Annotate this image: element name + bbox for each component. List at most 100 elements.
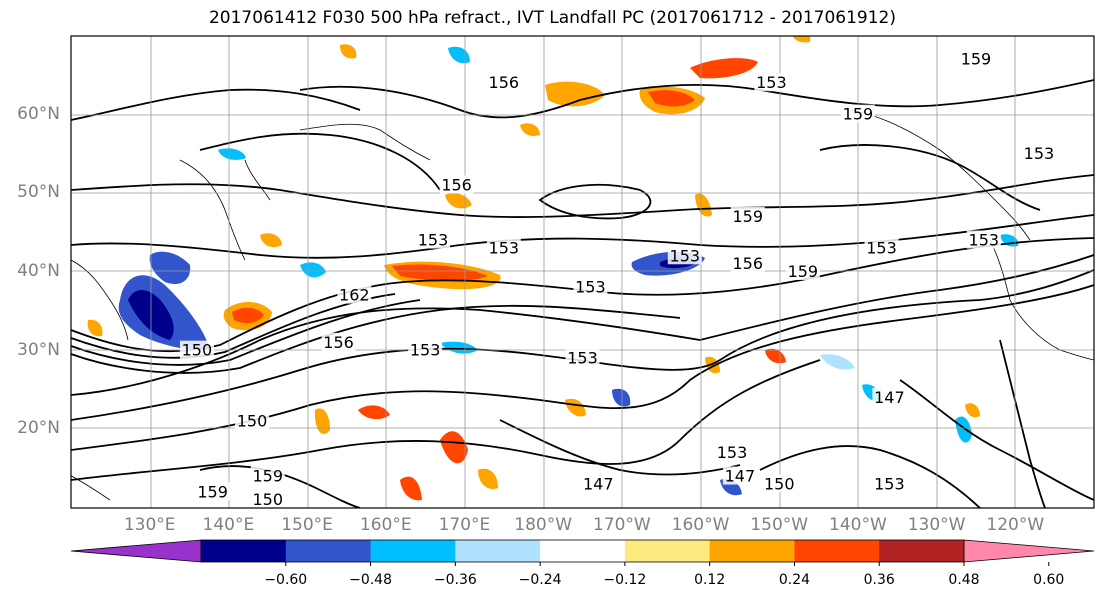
contour-label-bg bbox=[250, 490, 285, 508]
contour-label: 153 bbox=[874, 474, 905, 493]
contour-label-bg bbox=[565, 348, 600, 367]
contour-label: 153 bbox=[717, 443, 748, 462]
colorbar-extend-max bbox=[963, 539, 1095, 563]
negative-anomaly-patch bbox=[820, 354, 855, 370]
contour-label-bg bbox=[439, 175, 474, 194]
positive-anomaly-patch bbox=[440, 431, 468, 464]
contour-label-bg bbox=[195, 482, 230, 501]
lon-tick-label: 120°W bbox=[986, 515, 1045, 535]
contour-label: 153 bbox=[418, 231, 449, 250]
contour-label-bg bbox=[840, 104, 875, 123]
contour-label-bg bbox=[234, 411, 269, 430]
contour-label: 162 bbox=[339, 286, 370, 305]
coastlines bbox=[71, 109, 1094, 501]
negative-anomaly-patch bbox=[612, 388, 631, 407]
contour-label: 159 bbox=[732, 207, 763, 226]
negative-anomaly-patch bbox=[149, 251, 191, 285]
contour-label: 159 bbox=[788, 262, 819, 281]
lon-tick-label: 150°E bbox=[281, 515, 333, 535]
positive-anomaly-patch bbox=[765, 348, 786, 364]
contour-label: 159 bbox=[197, 482, 228, 501]
contour-label-bg bbox=[730, 254, 765, 273]
positive-anomaly-patch bbox=[690, 58, 758, 79]
negative-anomaly-patch bbox=[448, 46, 470, 64]
lat-tick-label: 20°N bbox=[17, 418, 60, 439]
positive-anomaly-patch bbox=[392, 264, 488, 281]
lon-tick-label: 130°E bbox=[123, 515, 176, 535]
contour-label: 156 bbox=[441, 175, 472, 194]
colorbar-tick-label: 0.36 bbox=[863, 572, 895, 588]
contour-label: 150 bbox=[237, 411, 268, 430]
colorbar-tick-label: 0.12 bbox=[694, 572, 726, 588]
shading-layer bbox=[87, 36, 1019, 501]
contour-label-bg bbox=[872, 387, 907, 406]
colorbar-segment bbox=[540, 540, 626, 562]
contour-label-bg bbox=[864, 238, 899, 257]
negative-anomaly-patch bbox=[955, 416, 972, 443]
contour-label: 159 bbox=[252, 467, 283, 486]
contour-label-bg bbox=[722, 466, 757, 485]
contour-label-bg bbox=[408, 340, 443, 359]
contour-label: 153 bbox=[410, 341, 441, 360]
contour-label-bg bbox=[785, 262, 820, 280]
colorbar-tick-label: −0.36 bbox=[433, 572, 477, 588]
negative-anomaly-patch bbox=[218, 148, 246, 160]
lat-tick-label: 60°N bbox=[17, 103, 60, 124]
contour-label: 159 bbox=[961, 50, 992, 69]
colorbar-outline bbox=[200, 539, 965, 563]
colorbar-tick-label: 0.24 bbox=[778, 572, 811, 588]
colorbar-segment bbox=[624, 540, 711, 562]
contour-label: 147 bbox=[725, 467, 756, 486]
positive-anomaly-patch bbox=[232, 307, 264, 323]
positive-anomaly-patch bbox=[340, 44, 357, 59]
positive-anomaly-patch bbox=[648, 90, 695, 107]
contour-label: 153 bbox=[756, 73, 787, 92]
colorbar-tick-label: −0.12 bbox=[603, 572, 647, 588]
negative-anomaly-patch bbox=[440, 341, 478, 354]
colorbar-segment bbox=[455, 540, 541, 562]
map-frame bbox=[70, 35, 1095, 509]
contour-label: 153 bbox=[489, 238, 520, 257]
lon-tick-label: 140°W bbox=[829, 515, 887, 535]
contour-label: 150 bbox=[252, 490, 283, 509]
contour-label-bg bbox=[872, 474, 907, 493]
contour-label: 147 bbox=[1094, 427, 1105, 446]
contour-label: 153 bbox=[969, 231, 1000, 250]
contour-label: 153 bbox=[567, 349, 598, 368]
contour-label: 156 bbox=[323, 333, 354, 352]
positive-anomaly-patch bbox=[545, 81, 605, 107]
lon-tick-label: 160°E bbox=[359, 515, 412, 535]
contour-label: 156 bbox=[489, 73, 520, 92]
positive-anomaly-patch bbox=[565, 398, 586, 417]
contour-label-bg bbox=[715, 442, 750, 461]
colorbar-segment bbox=[201, 540, 287, 562]
colorbar bbox=[70, 539, 1095, 566]
lon-tick-label: 150°W bbox=[750, 515, 809, 535]
lat-tick-label: 30°N bbox=[17, 339, 60, 360]
colorbar-extend-min bbox=[70, 539, 202, 563]
lon-tick-label: 180°W bbox=[514, 515, 573, 535]
lon-tick-label: 160°W bbox=[671, 515, 730, 535]
contour-label-bg bbox=[337, 285, 372, 304]
contour-label: 153 bbox=[1024, 144, 1055, 163]
contour-label-bg bbox=[754, 73, 789, 92]
colorbar-tick-label: −0.24 bbox=[518, 572, 562, 588]
positive-anomaly-patch bbox=[400, 476, 422, 501]
contour-label-bg bbox=[179, 340, 214, 359]
contour-label: 147 bbox=[583, 474, 614, 493]
positive-anomaly-patch bbox=[965, 403, 980, 418]
positive-anomaly-patch bbox=[358, 405, 390, 420]
positive-anomaly-patch bbox=[520, 123, 540, 136]
contour-label: 153 bbox=[866, 238, 897, 257]
contour-label-bg bbox=[667, 246, 702, 265]
lon-tick-label: 140°E bbox=[202, 515, 255, 535]
lat-tick-label: 40°N bbox=[17, 261, 60, 281]
contour-label-bg bbox=[415, 230, 450, 249]
positive-anomaly-patch bbox=[87, 319, 103, 337]
positive-anomaly-patch bbox=[792, 36, 811, 43]
contour-label: 147 bbox=[874, 388, 905, 407]
colorbar-tick-label: 0.48 bbox=[948, 572, 980, 588]
contour-label-bg bbox=[966, 230, 1001, 249]
colorbar-tick-label: 0.60 bbox=[1033, 572, 1065, 588]
